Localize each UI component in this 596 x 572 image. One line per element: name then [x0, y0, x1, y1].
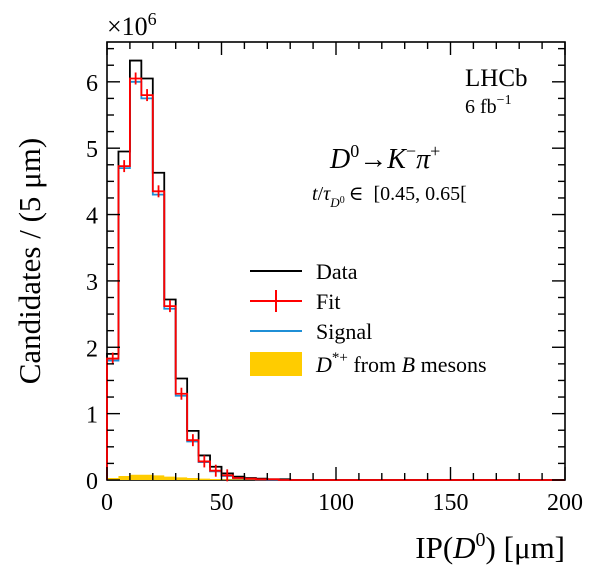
legend-bkg-label: D*+ from B mesons	[315, 350, 487, 377]
fit-line	[106, 77, 565, 481]
legend-data-label: Data	[316, 259, 358, 284]
y-tick-label: 5	[86, 137, 98, 163]
x-tick-label: 150	[433, 490, 469, 516]
y-tick-label: 6	[86, 71, 98, 97]
legend-bkg-swatch	[250, 352, 302, 376]
x-tick-label: 50	[210, 490, 234, 516]
experiment-label: LHCb	[465, 65, 528, 92]
legend-signal-label: Signal	[316, 319, 372, 344]
y-tick-label: 1	[86, 403, 98, 429]
fit-histogram	[106, 72, 565, 482]
legend-fit-label: Fit	[316, 289, 340, 314]
y-tick-labels: 0 1 2 3 4 5 6	[86, 71, 98, 495]
y-tick-label: 2	[86, 336, 98, 362]
x-tick-labels: 0 50 100 150 200	[101, 490, 583, 516]
y-multiplier: ×106	[107, 9, 157, 41]
decay-label: D0→K−π+	[329, 141, 440, 175]
x-axis-label: IP(D0) [μm]	[415, 529, 565, 565]
axis-ticks	[106, 42, 566, 481]
legend: Data Fit Signal D*+ from B mesons	[250, 259, 487, 377]
y-axis-label: Candidates / (5 μm)	[12, 138, 47, 385]
x-tick-label: 100	[318, 490, 354, 516]
y-tick-label: 3	[86, 270, 98, 296]
x-tick-label: 200	[547, 490, 583, 516]
time-bin-label: t/τD0 ∈ [0.45, 0.65[	[312, 183, 467, 210]
y-tick-label: 4	[86, 204, 98, 230]
luminosity-label: 6 fb−1	[465, 93, 512, 118]
x-tick-label: 0	[101, 490, 113, 516]
y-tick-label: 0	[86, 469, 98, 495]
